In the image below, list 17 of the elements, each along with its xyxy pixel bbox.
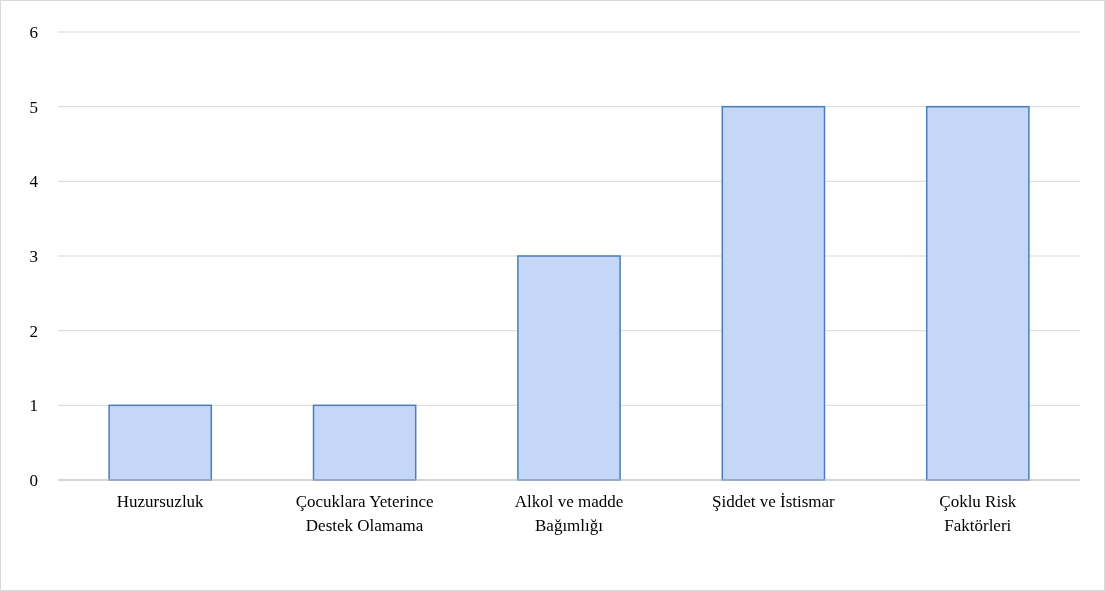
y-tick-label: 2 [29,321,38,341]
x-tick-label: Çocuklara Yeterince Destek Olamama [295,492,434,535]
y-tick-label: 6 [29,22,38,42]
y-tick-label: 0 [29,470,38,490]
y-tick-label: 3 [29,246,38,266]
x-tick-label: Şiddet ve İstismar [712,492,836,511]
x-tick-label: Huzursuzluk [116,492,205,511]
bar [108,404,213,481]
bar [517,255,621,481]
bar [312,404,417,481]
x-tick-label: Alkol ve madde Bağımlığı [514,492,624,535]
y-tick-label: 5 [29,97,38,117]
bar [925,105,1030,481]
x-tick-label: Çoklu Risk Faktörleri [939,492,1017,535]
y-tick-label: 1 [29,396,38,416]
y-tick-label: 4 [29,172,39,192]
bar [721,105,826,481]
